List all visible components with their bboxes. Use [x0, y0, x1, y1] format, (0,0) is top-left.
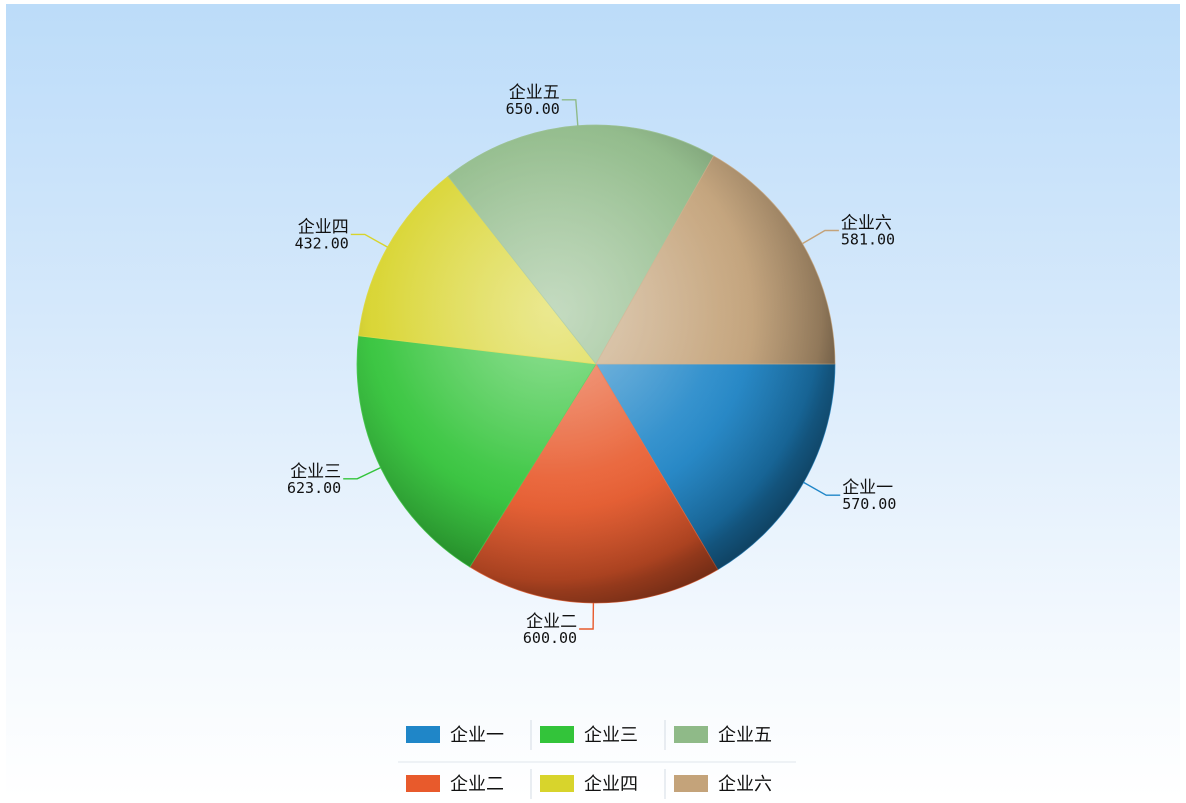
pie-chart: 企业一570.00企业二600.00企业三623.00企业四432.00企业五6…	[287, 83, 896, 799]
pie-slices	[356, 124, 836, 604]
slice-label-4: 企业四	[298, 217, 349, 237]
legend-swatch-5	[674, 726, 708, 743]
legend-item-1[interactable]: 企业一	[406, 725, 504, 746]
legend-swatch-6	[674, 775, 708, 792]
leader-lines	[343, 99, 841, 630]
slice-value-3: 623.00	[287, 479, 341, 497]
leader-line-2	[579, 602, 595, 630]
slice-label-6: 企业六	[841, 214, 892, 234]
slice-label-5: 企业五	[509, 83, 560, 103]
slice-value-1: 570.00	[842, 495, 896, 513]
legend-item-3[interactable]: 企业三	[540, 725, 638, 746]
legend-swatch-1	[406, 726, 440, 743]
slice-value-6: 581.00	[841, 231, 895, 249]
slice-label-2: 企业二	[526, 612, 577, 632]
leader-line-3	[343, 466, 381, 480]
legend-label-4: 企业四	[584, 774, 638, 795]
leader-line-1	[803, 481, 841, 496]
slice-label-3: 企业三	[290, 462, 341, 482]
legend-swatch-2	[406, 775, 440, 792]
legend-label-2: 企业二	[450, 774, 504, 795]
legend-label-3: 企业三	[584, 725, 638, 746]
slice-value-5: 650.00	[506, 100, 560, 118]
legend-item-4[interactable]: 企业四	[540, 774, 638, 795]
slice-value-2: 600.00	[523, 629, 577, 647]
legend-item-2[interactable]: 企业二	[406, 774, 504, 795]
legend-item-5[interactable]: 企业五	[674, 725, 772, 746]
legend-label-1: 企业一	[450, 725, 504, 746]
legend-label-5: 企业五	[718, 725, 772, 746]
slice-label-1: 企业一	[842, 478, 893, 498]
legend-swatch-4	[540, 775, 574, 792]
leader-line-6	[802, 229, 839, 245]
legend-swatch-3	[540, 726, 574, 743]
leader-line-4	[350, 233, 388, 248]
chart-area: 企业一 570.00 企业二 600.00 企业三 623.00 企业四 432.00 企业五 6…	[6, 4, 1180, 799]
leader-line-5	[561, 99, 579, 126]
slice-value-4: 432.00	[295, 234, 349, 252]
legend-item-6[interactable]: 企业六	[674, 774, 772, 795]
legend-label-6: 企业六	[718, 774, 772, 795]
